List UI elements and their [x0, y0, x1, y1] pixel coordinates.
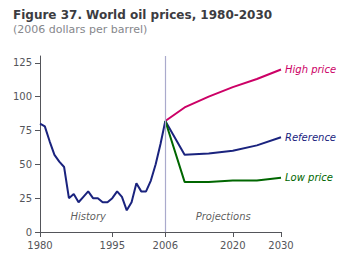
- svg-text:0: 0: [26, 227, 32, 238]
- svg-text:125: 125: [13, 57, 32, 68]
- svg-text:1980: 1980: [27, 240, 52, 251]
- svg-text:2020: 2020: [220, 240, 245, 251]
- svg-text:2006: 2006: [153, 240, 178, 251]
- svg-text:75: 75: [19, 125, 32, 136]
- svg-text:History: History: [70, 211, 107, 222]
- svg-text:Projections: Projections: [196, 211, 251, 222]
- svg-text:Reference: Reference: [285, 132, 336, 143]
- svg-text:Figure 37. World oil prices, 1: Figure 37. World oil prices, 1980-2030: [13, 8, 272, 22]
- svg-text:50: 50: [19, 159, 32, 170]
- svg-text:High price: High price: [285, 64, 336, 75]
- svg-text:25: 25: [19, 193, 32, 204]
- svg-text:100: 100: [13, 91, 32, 102]
- svg-text:(2006 dollars per barrel): (2006 dollars per barrel): [13, 23, 147, 36]
- svg-text:2030: 2030: [268, 240, 293, 251]
- svg-text:Low price: Low price: [285, 172, 333, 183]
- svg-text:1995: 1995: [100, 240, 125, 251]
